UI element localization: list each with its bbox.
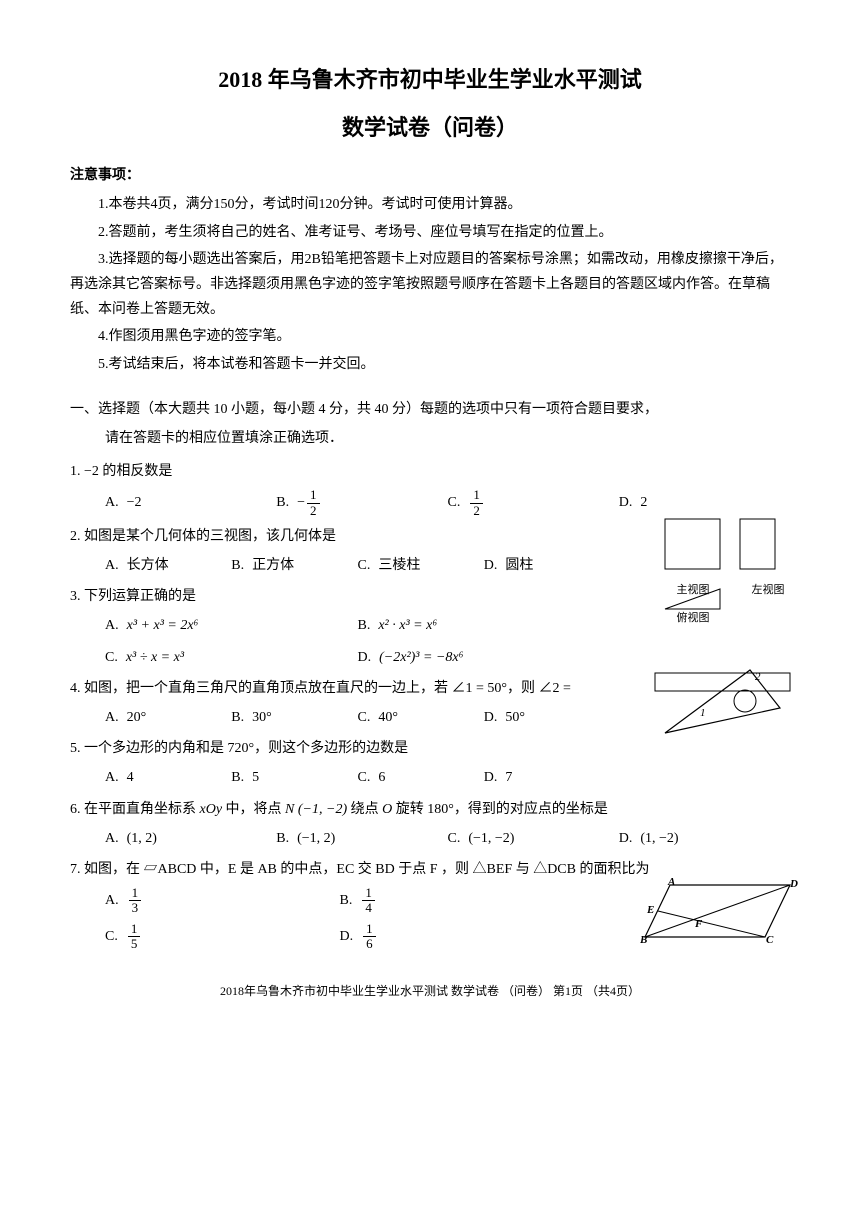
question-2: 主视图 左视图 俯视图 2. 如图是某个几何体的三视图，该几何体是 A.长方体 … <box>70 524 790 578</box>
exam-title-line2: 数学试卷（问卷） <box>70 108 790 148</box>
question-6: 6. 在平面直角坐标系 xOy 中，将点 N (−1, −2) 绕点 O 旋转 … <box>70 797 790 851</box>
question-4: 2 1 4. 如图，把一个直角三角尺的直角顶点放在直尺的一边上，若 ∠1 = 5… <box>70 676 790 730</box>
notice-5: 5.考试结束后，将本试卷和答题卡一并交回。 <box>70 352 790 377</box>
parallelogram-diagram: A D B C E F <box>640 877 800 947</box>
q7-options-1: A.13 B.14 <box>70 886 574 916</box>
svg-text:F: F <box>694 918 703 930</box>
q2-opt-d: D.圆柱 <box>484 553 610 578</box>
svg-text:2: 2 <box>755 671 761 683</box>
q2-opt-b: B.正方体 <box>231 553 357 578</box>
exam-title-line1: 2018 年乌鲁木齐市初中毕业生学业水平测试 <box>70 60 790 100</box>
q4-opt-a: A.20° <box>105 705 231 730</box>
q6-text: 6. 在平面直角坐标系 xOy 中，将点 N (−1, −2) 绕点 O 旋转 … <box>70 797 790 822</box>
ruler-triangle-diagram: 2 1 <box>650 668 800 743</box>
notice-4: 4.作图须用黑色字迹的签字笔。 <box>70 324 790 349</box>
q3-opt-c: C.x³ ÷ x = x³ <box>105 645 358 670</box>
question-7: A D B C E F 7. 如图，在 ▱ABCD 中，E 是 AB 的中点，E… <box>70 857 790 951</box>
q6-opt-c: C.(−1, −2) <box>448 826 619 851</box>
q3-text: 3. 下列运算正确的是 <box>70 584 790 609</box>
q1-opt-b: B.−12 <box>276 488 447 518</box>
q1-opt-c: C.12 <box>448 488 619 518</box>
q5-options: A.4 B.5 C.6 D.7 <box>70 765 610 790</box>
q3-opt-a: A.x³ + x³ = 2x⁶ <box>105 613 358 638</box>
q7-opt-b: B.14 <box>340 886 575 916</box>
svg-text:D: D <box>789 878 798 890</box>
svg-text:C: C <box>766 934 774 946</box>
q2-opt-c: C.三棱柱 <box>358 553 484 578</box>
q1-text: 1. −2 的相反数是 <box>70 459 790 484</box>
q6-opt-a: A.(1, 2) <box>105 826 276 851</box>
q3-options-2: C.x³ ÷ x = x³ D.(−2x²)³ = −8x⁶ <box>70 645 610 670</box>
q4-opt-b: B.30° <box>231 705 357 730</box>
question-5: 5. 一个多边形的内角和是 720°，则这个多边形的边数是 A.4 B.5 C.… <box>70 736 790 790</box>
question-1: 1. −2 的相反数是 A.−2 B.−12 C.12 D.2 <box>70 459 790 518</box>
page-footer: 2018年乌鲁木齐市初中毕业生学业水平测试 数学试卷 （问卷） 第1页 （共4页… <box>70 981 790 1003</box>
q3-opt-b: B.x² · x³ = x⁶ <box>358 613 611 638</box>
question-3: 3. 下列运算正确的是 A.x³ + x³ = 2x⁶ B.x² · x³ = … <box>70 584 790 670</box>
q5-opt-a: A.4 <box>105 765 231 790</box>
q6-opt-d: D.(1, −2) <box>619 826 790 851</box>
q2-options: A.长方体 B.正方体 C.三棱柱 D.圆柱 <box>70 553 610 578</box>
svg-text:A: A <box>667 877 675 888</box>
q4-opt-c: C.40° <box>358 705 484 730</box>
q7-opt-c: C.15 <box>105 922 340 952</box>
svg-text:B: B <box>640 934 647 946</box>
notice-header: 注意事项： <box>70 163 790 188</box>
svg-text:1: 1 <box>700 707 706 719</box>
q5-opt-c: C.6 <box>358 765 484 790</box>
q1-opt-a: A.−2 <box>105 488 276 518</box>
q7-options-2: C.15 D.16 <box>70 922 574 952</box>
section-sub: 请在答题卡的相应位置填涂正确选项． <box>70 426 790 451</box>
q3-opt-d: D.(−2x²)³ = −8x⁶ <box>358 645 611 670</box>
q4-opt-d: D.50° <box>484 705 610 730</box>
q7-opt-d: D.16 <box>340 922 575 952</box>
q6-opt-b: B.(−1, 2) <box>276 826 447 851</box>
q7-opt-a: A.13 <box>105 886 340 916</box>
q3-options-1: A.x³ + x³ = 2x⁶ B.x² · x³ = x⁶ <box>70 613 610 638</box>
svg-text:E: E <box>646 904 654 916</box>
q4-options: A.20° B.30° C.40° D.50° <box>70 705 610 730</box>
q6-options: A.(1, 2) B.(−1, 2) C.(−1, −2) D.(1, −2) <box>70 826 790 851</box>
q5-opt-d: D.7 <box>484 765 610 790</box>
notice-1: 1.本卷共4页，满分150分，考试时间120分钟。考试时可使用计算器。 <box>70 192 790 217</box>
q5-opt-b: B.5 <box>231 765 357 790</box>
q7-figure: A D B C E F <box>640 877 800 956</box>
section-header: 一、选择题（本大题共 10 小题，每小题 4 分，共 40 分）每题的选项中只有… <box>70 397 790 422</box>
q2-opt-a: A.长方体 <box>105 553 231 578</box>
q5-text: 5. 一个多边形的内角和是 720°，则这个多边形的边数是 <box>70 736 790 761</box>
notice-2: 2.答题前，考生须将自己的姓名、准考证号、考场号、座位号填写在指定的位置上。 <box>70 220 790 245</box>
notice-3: 3.选择题的每小题选出答案后，用2B铅笔把答题卡上对应题目的答案标号涂黑；如需改… <box>70 247 790 323</box>
